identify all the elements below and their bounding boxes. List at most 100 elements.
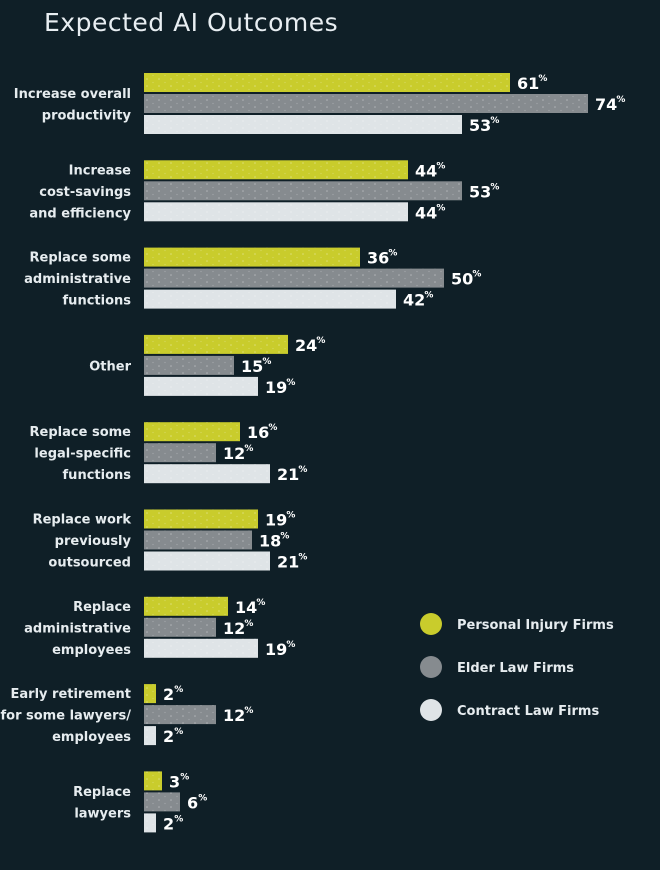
value-label: 16 [247, 423, 269, 442]
category-label: employees [52, 730, 131, 745]
category-label: lawyers [74, 807, 131, 822]
value-label: 14 [235, 598, 257, 617]
bar-texture [144, 289, 396, 309]
legend-swatch [420, 613, 442, 635]
category-label: Replace work [33, 513, 132, 528]
value-label: 50 [451, 270, 473, 289]
category-label: Early retirement [11, 687, 131, 702]
value-unit: % [298, 553, 307, 563]
bar-texture [144, 509, 258, 529]
value-unit: % [180, 772, 189, 782]
value-label: 2 [163, 814, 174, 833]
bar-texture [144, 792, 180, 812]
value-unit: % [616, 95, 625, 105]
value-unit: % [262, 357, 271, 367]
value-unit: % [268, 423, 277, 433]
category-label: administrative [24, 621, 131, 636]
value-label: 53 [469, 182, 491, 201]
legend-label: Contract Law Firms [457, 704, 599, 719]
category-label: employees [52, 643, 131, 658]
bar-texture [144, 551, 270, 571]
bar-texture [144, 247, 360, 267]
category-label: previously [55, 534, 132, 549]
value-unit: % [244, 706, 253, 716]
value-unit: % [298, 465, 307, 475]
value-unit: % [286, 378, 295, 388]
value-label: 24 [295, 336, 317, 355]
value-label: 36 [367, 249, 389, 268]
category-label: Increase overall [14, 87, 131, 102]
value-label: 53 [469, 116, 491, 135]
value-unit: % [472, 270, 481, 280]
bar-texture [144, 617, 216, 637]
category-label: Replace [73, 600, 131, 615]
value-label: 21 [277, 553, 299, 572]
bar-texture [144, 73, 510, 92]
value-label: 18 [259, 532, 281, 551]
value-unit: % [490, 182, 499, 192]
category-label: administrative [24, 272, 131, 287]
bar-texture [144, 202, 408, 222]
value-unit: % [388, 249, 397, 259]
value-label: 42 [403, 291, 425, 310]
bar-texture [144, 638, 258, 658]
value-unit: % [174, 727, 183, 737]
value-label: 74 [595, 95, 617, 114]
legend-label: Personal Injury Firms [457, 618, 614, 633]
bar-texture [144, 160, 408, 180]
bar-texture [144, 726, 156, 746]
bar-texture [144, 771, 162, 791]
value-unit: % [286, 640, 295, 650]
chart-title: Expected AI Outcomes [44, 8, 339, 37]
category-label: outsourced [48, 556, 131, 571]
value-label: 2 [163, 727, 174, 746]
value-label: 12 [223, 619, 245, 638]
value-label: 15 [241, 357, 263, 376]
legend-label: Elder Law Firms [457, 661, 574, 676]
legend-swatch [420, 699, 442, 721]
value-unit: % [436, 203, 445, 213]
category-label: functions [63, 468, 132, 483]
value-label: 44 [415, 203, 437, 222]
category-label: legal-specific [34, 447, 131, 462]
bar-texture [144, 705, 216, 725]
value-label: 3 [169, 772, 180, 791]
legend-swatch [420, 656, 442, 678]
value-unit: % [244, 619, 253, 629]
value-unit: % [316, 336, 325, 346]
value-unit: % [256, 598, 265, 608]
bar-texture [144, 376, 258, 396]
bar-texture [144, 181, 462, 201]
value-label: 61 [517, 74, 539, 93]
category-label: Other [89, 359, 131, 374]
value-label: 6 [187, 793, 198, 812]
value-unit: % [174, 814, 183, 824]
value-unit: % [244, 444, 253, 454]
bar-texture [144, 530, 252, 550]
category-label: Replace some [30, 251, 132, 266]
value-label: 21 [277, 465, 299, 484]
bar-texture [144, 334, 288, 354]
bar-texture [144, 355, 234, 375]
value-label: 19 [265, 640, 287, 659]
bar-texture [144, 268, 444, 288]
category-label: Replace some [30, 425, 132, 440]
value-unit: % [436, 161, 445, 171]
value-unit: % [174, 685, 183, 695]
legend: Personal Injury Firms Elder Law Firms Cont… [420, 613, 614, 721]
bar-texture [144, 422, 240, 442]
value-unit: % [424, 291, 433, 301]
value-unit: % [198, 793, 207, 803]
category-label: and efficiency [29, 206, 131, 221]
bar-texture [144, 464, 270, 484]
bar-texture [144, 94, 588, 113]
value-label: 19 [265, 378, 287, 397]
category-label: for some lawyers/ [0, 709, 131, 724]
value-unit: % [280, 532, 289, 542]
value-unit: % [490, 116, 499, 126]
value-label: 12 [223, 444, 245, 463]
bar-texture [144, 684, 156, 704]
bar-texture [144, 443, 216, 463]
